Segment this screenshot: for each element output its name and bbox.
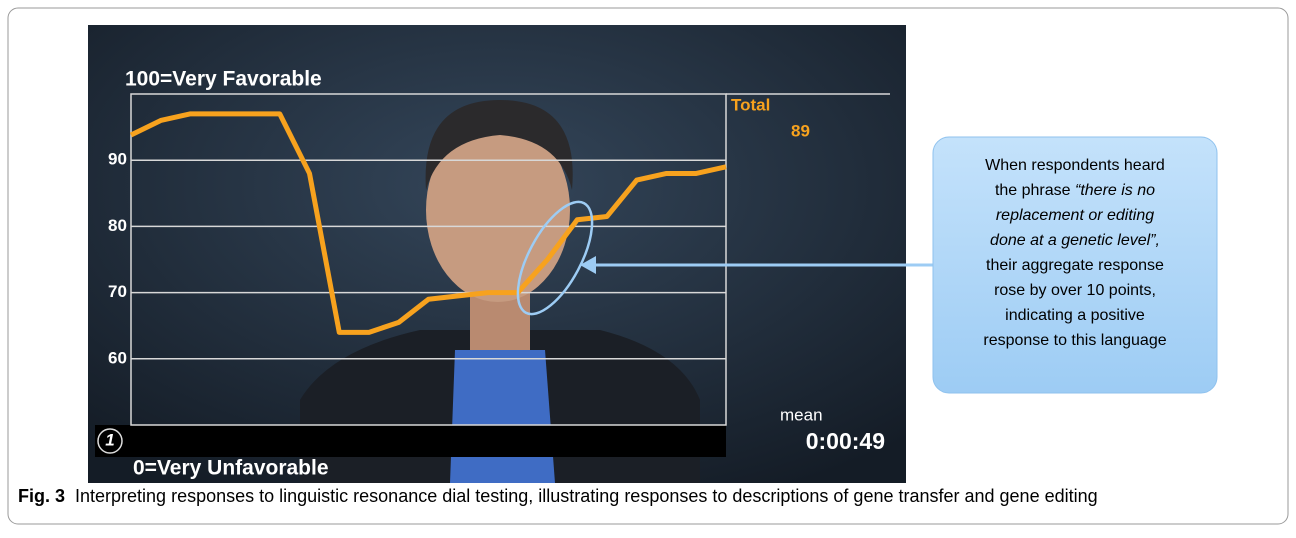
callout-line: When respondents heard (985, 157, 1165, 174)
y-tick-label: 70 (108, 282, 127, 301)
callout-line: replacement or editing (996, 207, 1154, 224)
callout-segment: done at a genetic level”, (990, 232, 1160, 249)
callout-segment: rose by over 10 points, (994, 282, 1156, 299)
callout-line: the phrase “there is no (995, 182, 1155, 199)
callout-line: indicating a positive (1005, 307, 1145, 324)
timeline-bar (95, 425, 726, 457)
callout-segment: “there is no (1075, 182, 1155, 199)
callout-line: done at a genetic level”, (990, 232, 1160, 249)
y-tick-label: 60 (108, 348, 127, 367)
y-tick-label: 90 (108, 150, 127, 169)
statistic-label: mean (780, 405, 823, 424)
callout-line: response to this language (983, 332, 1166, 349)
top-label: 100=Very Favorable (125, 68, 322, 91)
callout-segment: their aggregate response (986, 257, 1164, 274)
caption-text: Interpreting responses to linguistic res… (75, 486, 1098, 506)
callout-segment: When respondents heard (985, 157, 1165, 174)
callout-segment: the phrase (995, 182, 1075, 199)
y-tick-label: 80 (108, 216, 127, 235)
series-label: Total (731, 95, 770, 114)
current-value: 89 (791, 121, 810, 140)
figure: 1 100=Very Favorable 0=Very Unfavorable … (0, 0, 1296, 533)
bottom-label: 0=Very Unfavorable (133, 457, 329, 480)
callout-line: rose by over 10 points, (994, 282, 1156, 299)
callout-segment: response to this language (983, 332, 1166, 349)
callout-segment: replacement or editing (996, 207, 1154, 224)
callout-segment: indicating a positive (1005, 307, 1145, 324)
caption-label: Fig. 3 (18, 486, 65, 506)
caption: Fig. 3 Interpreting responses to linguist… (18, 486, 1098, 506)
badge: 1 (105, 430, 114, 449)
timer: 0:00:49 (806, 428, 885, 454)
callout-line: their aggregate response (986, 257, 1164, 274)
